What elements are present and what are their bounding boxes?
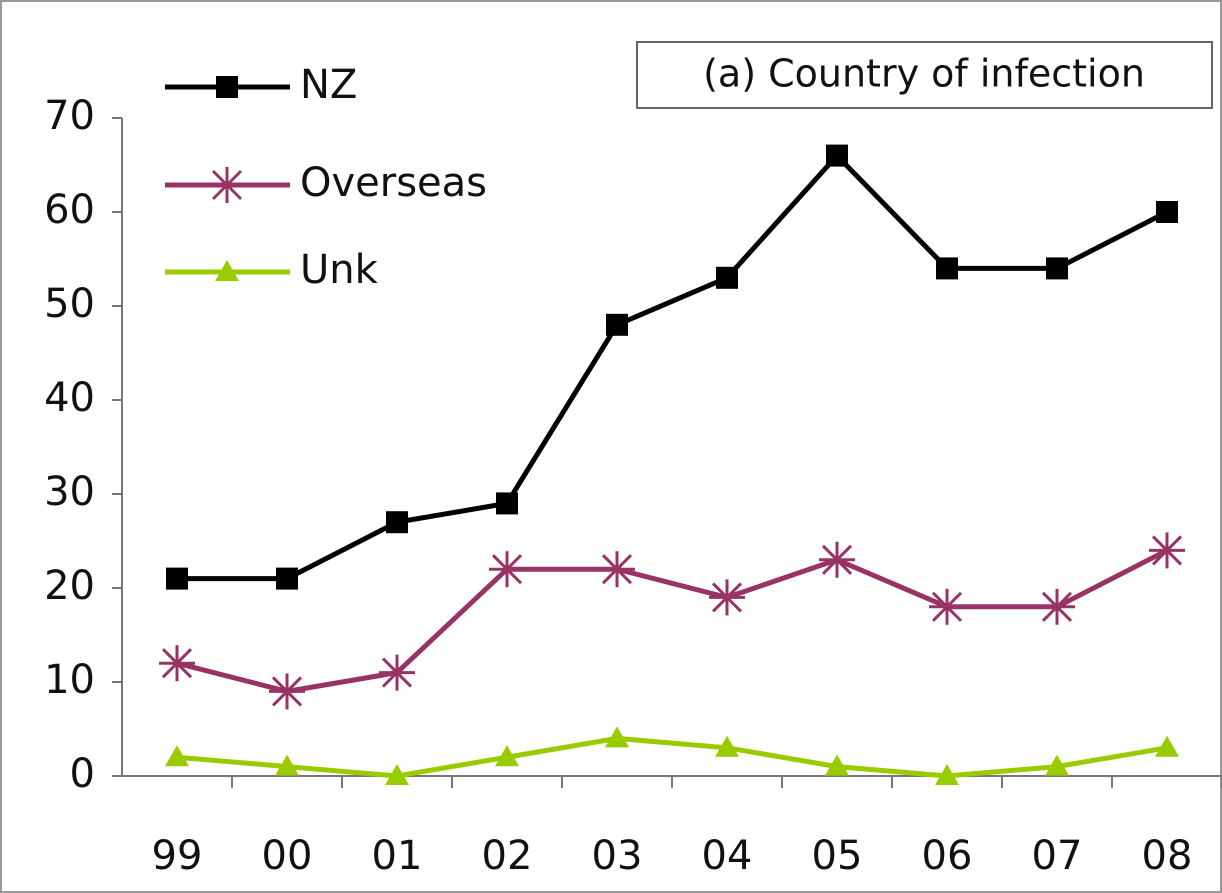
data-point	[606, 313, 628, 336]
asterisk-stroke	[211, 169, 243, 201]
data-point	[1156, 201, 1178, 223]
legend-marker	[215, 260, 239, 281]
y-tick-label: 70	[44, 93, 95, 139]
asterisk-stroke	[1041, 591, 1073, 622]
data-point	[276, 567, 298, 590]
y-tick-label: 50	[44, 281, 95, 327]
legend-label: Overseas	[300, 160, 487, 206]
data-point	[826, 144, 848, 167]
asterisk-stroke	[931, 591, 963, 622]
data-point	[269, 673, 305, 710]
x-tick-label: 06	[922, 833, 973, 879]
asterisk-stroke	[381, 657, 413, 688]
data-point	[1045, 754, 1069, 776]
data-point	[605, 726, 629, 748]
data-point	[936, 257, 958, 280]
x-tick-label: 99	[152, 833, 203, 879]
asterisk-stroke	[271, 676, 303, 707]
asterisk-stroke	[1151, 535, 1183, 566]
data-point	[1039, 588, 1075, 625]
x-tick-label: 02	[482, 833, 533, 879]
legend-marker	[216, 76, 238, 98]
data-point	[1149, 532, 1185, 569]
legend-marker	[209, 167, 245, 203]
x-tick-label: 05	[812, 833, 863, 879]
y-tick-label: 60	[44, 187, 95, 233]
data-point	[275, 754, 299, 776]
data-point	[709, 579, 745, 616]
x-tick-label: 00	[262, 833, 313, 879]
legend-label: Unk	[300, 247, 379, 293]
data-point	[1046, 257, 1068, 280]
series-line	[177, 151, 1169, 582]
asterisk-stroke	[161, 648, 193, 679]
y-tick-label: 20	[44, 563, 95, 609]
data-point	[165, 745, 189, 767]
data-point	[716, 266, 738, 289]
title-box	[636, 41, 1213, 109]
data-point	[495, 745, 519, 767]
data-point	[599, 551, 635, 588]
asterisk-stroke	[821, 544, 853, 575]
series-line	[176, 548, 1169, 694]
data-point	[819, 541, 855, 578]
y-tick-label: 40	[44, 375, 95, 421]
data-point	[496, 492, 518, 515]
y-tick-label: 10	[44, 657, 95, 703]
y-tick-label: 30	[44, 469, 95, 515]
series-line	[176, 735, 1168, 779]
x-tick-label: 07	[1032, 833, 1083, 879]
data-point	[929, 588, 965, 625]
x-tick-label: 08	[1142, 833, 1193, 879]
asterisk-stroke	[601, 554, 633, 585]
data-point	[715, 735, 739, 757]
data-point	[489, 551, 525, 588]
x-tick-label: 04	[702, 833, 753, 879]
data-point	[166, 567, 188, 590]
data-point	[379, 654, 415, 691]
x-tick-label: 03	[592, 833, 643, 879]
legend-label: NZ	[300, 62, 357, 108]
x-tick-label: 01	[372, 833, 423, 879]
data-point	[385, 764, 409, 785]
y-tick-label: 0	[70, 751, 95, 797]
asterisk-stroke	[711, 582, 743, 613]
chart-title: (a) Country of infection	[703, 52, 1145, 96]
asterisk-stroke	[491, 554, 523, 585]
data-point	[386, 511, 408, 534]
data-point	[159, 645, 195, 682]
data-point	[935, 764, 959, 785]
data-point	[825, 754, 849, 776]
data-point	[1155, 735, 1179, 757]
